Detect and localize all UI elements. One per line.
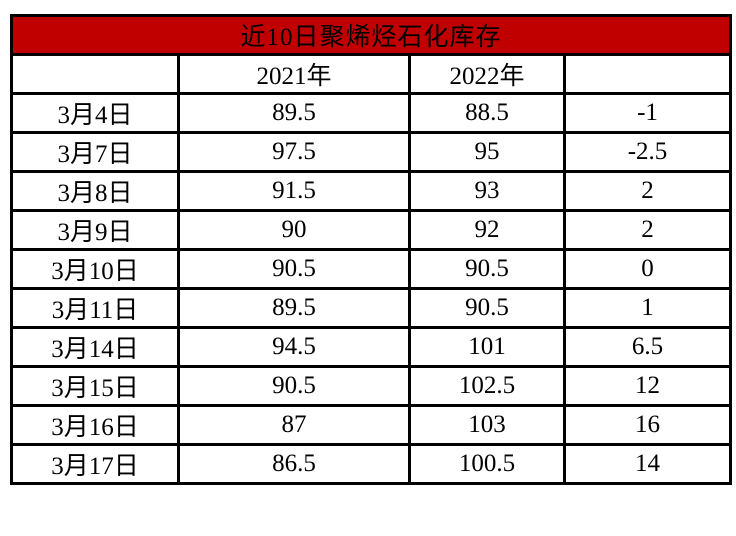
table-row: 3月8日 91.5 93 2 xyxy=(10,170,732,212)
table-row: 3月17日 86.5 100.5 14 xyxy=(10,443,732,485)
table-row: 3月14日 94.5 101 6.5 xyxy=(10,326,732,368)
table-row: 3月15日 90.5 102.5 12 xyxy=(10,365,732,407)
value-2021-cell: 90 xyxy=(177,209,411,251)
value-2021-cell: 89.5 xyxy=(177,92,411,134)
date-cell: 3月14日 xyxy=(10,326,180,368)
value-2022-cell: 92 xyxy=(408,209,566,251)
value-2021-cell: 89.5 xyxy=(177,287,411,329)
diff-cell: 12 xyxy=(563,365,732,407)
date-cell: 3月17日 xyxy=(10,443,180,485)
table-row: 3月4日 89.5 88.5 -1 xyxy=(10,92,732,134)
year-2021-column-header: 2021年 xyxy=(177,53,411,95)
date-column-header xyxy=(10,53,180,95)
date-cell: 3月11日 xyxy=(10,287,180,329)
value-2022-cell: 90.5 xyxy=(408,287,566,329)
value-2022-cell: 102.5 xyxy=(408,365,566,407)
value-2022-cell: 88.5 xyxy=(408,92,566,134)
table-row: 3月16日 87 103 16 xyxy=(10,404,732,446)
title-row: 近10日聚烯烃石化库存 xyxy=(10,14,732,56)
value-2022-cell: 101 xyxy=(408,326,566,368)
table-row: 3月10日 90.5 90.5 0 xyxy=(10,248,732,290)
value-2022-cell: 103 xyxy=(408,404,566,446)
table-row: 3月7日 97.5 95 -2.5 xyxy=(10,131,732,173)
diff-cell: 14 xyxy=(563,443,732,485)
diff-cell: 0 xyxy=(563,248,732,290)
value-2021-cell: 97.5 xyxy=(177,131,411,173)
diff-column-header xyxy=(563,53,732,95)
year-2022-column-header: 2022年 xyxy=(408,53,566,95)
value-2021-cell: 90.5 xyxy=(177,248,411,290)
date-cell: 3月7日 xyxy=(10,131,180,173)
value-2022-cell: 93 xyxy=(408,170,566,212)
value-2021-cell: 90.5 xyxy=(177,365,411,407)
date-cell: 3月10日 xyxy=(10,248,180,290)
value-2021-cell: 87 xyxy=(177,404,411,446)
diff-cell: -1 xyxy=(563,92,732,134)
diff-cell: 16 xyxy=(563,404,732,446)
value-2021-cell: 86.5 xyxy=(177,443,411,485)
diff-cell: 6.5 xyxy=(563,326,732,368)
table-row: 3月9日 90 92 2 xyxy=(10,209,732,251)
inventory-table: 近10日聚烯烃石化库存 2021年 2022年 3月4日 89.5 88.5 -… xyxy=(10,14,732,485)
value-2022-cell: 90.5 xyxy=(408,248,566,290)
value-2021-cell: 91.5 xyxy=(177,170,411,212)
date-cell: 3月15日 xyxy=(10,365,180,407)
diff-cell: 2 xyxy=(563,209,732,251)
table-row: 3月11日 89.5 90.5 1 xyxy=(10,287,732,329)
table-title: 近10日聚烯烃石化库存 xyxy=(10,14,732,56)
value-2022-cell: 95 xyxy=(408,131,566,173)
date-cell: 3月9日 xyxy=(10,209,180,251)
diff-cell: -2.5 xyxy=(563,131,732,173)
date-cell: 3月16日 xyxy=(10,404,180,446)
date-cell: 3月8日 xyxy=(10,170,180,212)
column-header-row: 2021年 2022年 xyxy=(10,53,732,95)
diff-cell: 2 xyxy=(563,170,732,212)
date-cell: 3月4日 xyxy=(10,92,180,134)
value-2021-cell: 94.5 xyxy=(177,326,411,368)
value-2022-cell: 100.5 xyxy=(408,443,566,485)
diff-cell: 1 xyxy=(563,287,732,329)
